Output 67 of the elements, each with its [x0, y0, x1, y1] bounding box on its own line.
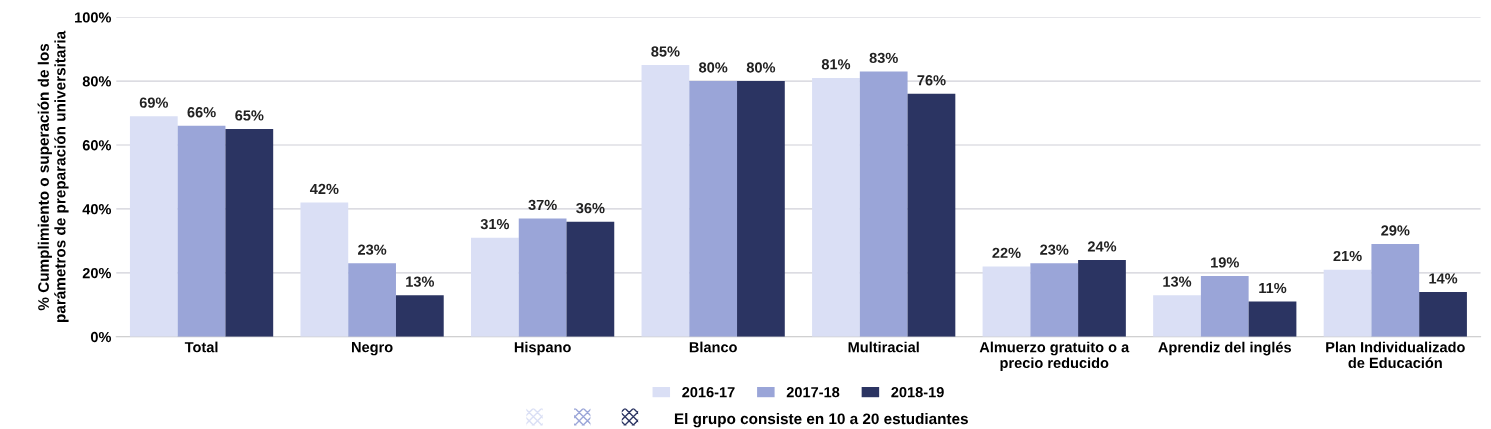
x-tick-label: Aprendiz del inglés — [1158, 341, 1292, 356]
bar — [907, 93, 956, 337]
x-tick-label: Multiracial — [848, 341, 919, 353]
bar — [737, 81, 785, 337]
data-label: 80% — [746, 62, 776, 73]
bar — [471, 237, 519, 337]
data-label: 24% — [1087, 241, 1117, 252]
y-tick-label: 40% — [82, 204, 112, 215]
data-label: 65% — [235, 110, 264, 121]
bar — [1200, 276, 1249, 337]
data-label: 31% — [480, 218, 510, 230]
data-label: 81% — [821, 59, 851, 70]
y-tick-label: 100% — [75, 12, 112, 23]
data-label: 29% — [1381, 225, 1410, 236]
bar — [1371, 244, 1420, 337]
bar — [129, 116, 178, 337]
x-tick-label: Plan Individualizado de Educación — [1326, 341, 1465, 369]
y-tick-label: 0% — [90, 331, 112, 343]
bar — [395, 295, 444, 337]
bar — [689, 81, 738, 337]
x-tick-label: Blanco — [689, 341, 737, 353]
x-tick-label: Total — [184, 341, 218, 353]
text: El grupo consiste en 10 a 20 estudiantes — [674, 412, 968, 428]
y-tick-label: 60% — [82, 140, 112, 151]
data-label: 37% — [528, 199, 557, 211]
data-label: 19% — [1211, 257, 1239, 268]
data-label: 13% — [406, 276, 435, 287]
bar — [300, 202, 349, 337]
bar — [1419, 292, 1467, 337]
data-label: 85% — [651, 46, 680, 57]
legend-label: 2017-18 — [786, 387, 840, 398]
bar — [1030, 263, 1079, 337]
data-label: 23% — [1040, 244, 1069, 255]
bar — [812, 77, 860, 337]
bar — [348, 263, 396, 337]
bar — [566, 221, 615, 337]
data-label: 80% — [699, 62, 728, 73]
data-label: 21% — [1333, 250, 1362, 262]
data-label: 14% — [1429, 273, 1458, 284]
x-tick-label: Hispano — [514, 341, 571, 356]
bar — [1248, 301, 1297, 337]
x-tick-label: Almuerzo gratuito o a precio reducido — [979, 341, 1130, 371]
bar — [1153, 295, 1201, 337]
bar — [1078, 260, 1126, 337]
data-label: 11% — [1259, 282, 1287, 294]
y-tick-label: 20% — [82, 267, 112, 279]
data-label: 13% — [1163, 276, 1192, 287]
data-label: 76% — [917, 75, 946, 86]
bar — [982, 266, 1031, 337]
bar — [225, 129, 274, 337]
bar — [518, 218, 567, 337]
data-label: 83% — [869, 52, 898, 64]
bar — [1323, 269, 1372, 337]
data-label: 36% — [576, 202, 605, 214]
legend-label: 2016-17 — [682, 387, 735, 398]
bar — [177, 125, 226, 337]
y-tick-label: 80% — [82, 76, 112, 87]
bar — [859, 71, 908, 337]
data-label: 22% — [992, 247, 1021, 258]
data-label: 42% — [309, 183, 339, 195]
bar — [641, 65, 690, 337]
legend-label: 2018-19 — [891, 387, 944, 398]
data-label: 69% — [139, 97, 169, 108]
x-tick-label: Negro — [352, 342, 393, 356]
data-label: 23% — [358, 244, 387, 255]
data-label: 66% — [187, 107, 216, 118]
y-axis-title: % Cumplimiento o superación de los parámetros de preparación universitaria — [37, 30, 69, 322]
